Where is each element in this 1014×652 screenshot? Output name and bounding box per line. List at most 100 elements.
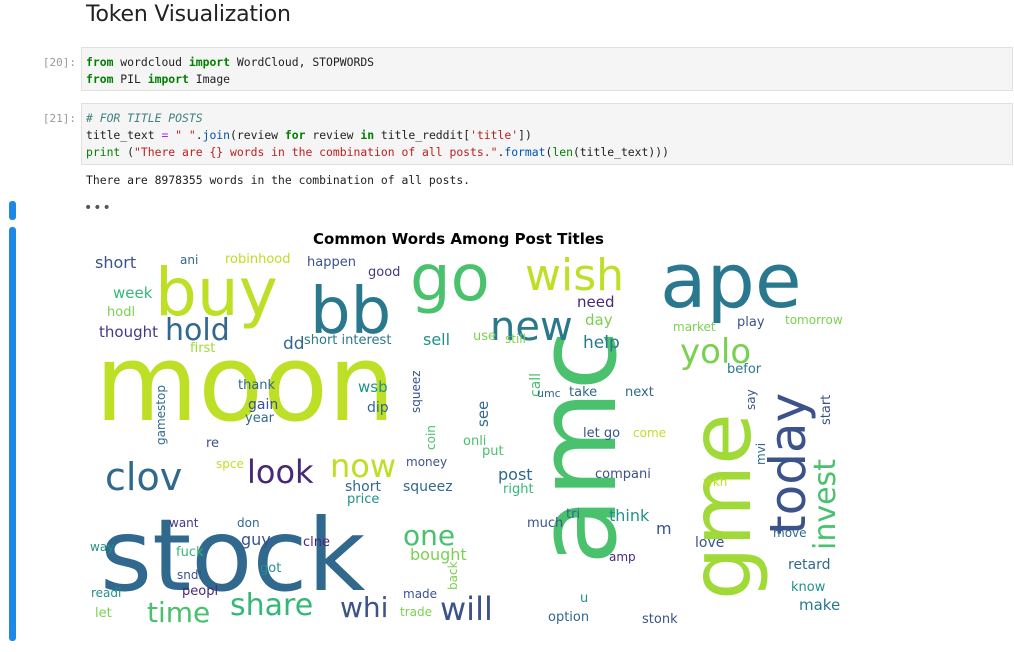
wordcloud-word-stonk: stonk <box>642 612 678 627</box>
wordcloud-word-yolo: yolo <box>680 332 751 372</box>
collapsed-output-ellipsis[interactable]: ••• <box>84 200 112 216</box>
wordcloud-word-squeez: squeez <box>403 479 453 495</box>
wordcloud-word-next: next <box>625 385 654 400</box>
output-collapser-1[interactable] <box>9 201 16 220</box>
wordcloud-word-market: market <box>673 320 716 334</box>
wordcloud-word-spce: spce <box>216 457 244 471</box>
wordcloud-word-gamestop: gamestop <box>154 385 168 445</box>
wordcloud-word-bb: bb <box>310 275 391 349</box>
code-cell-imports[interactable]: from wordcloud import WordCloud, STOPWOR… <box>81 47 1013 91</box>
wordcloud-word-mvi: mvi <box>754 443 768 465</box>
wordcloud-word-u: u <box>580 591 588 606</box>
wordcloud-word-will: will <box>440 590 493 628</box>
wordcloud-word-buy: buy <box>155 254 278 331</box>
wordcloud-word-money: money <box>406 455 447 469</box>
wordcloud-word-go: go <box>410 245 490 316</box>
wordcloud-word-peopl: peopl <box>182 584 218 599</box>
wordcloud-word-trade: trade <box>400 605 432 619</box>
wordcloud-word-call: call <box>528 373 544 397</box>
wordcloud-word-help: help <box>583 333 620 353</box>
wordcloud-word-clne: clne <box>303 535 330 550</box>
wordcloud-word-dip: dip <box>367 400 389 416</box>
output-collapser-2[interactable] <box>9 227 16 641</box>
wordcloud-word-make: make <box>799 596 840 614</box>
wordcloud-word-don: don <box>237 516 260 530</box>
wordcloud-word-say: say <box>744 389 758 410</box>
wordcloud-word-come: come <box>633 426 666 440</box>
wordcloud-word-move: move <box>773 526 807 540</box>
wordcloud-word-play: play <box>737 315 765 330</box>
wordcloud-word-way: way <box>90 540 114 554</box>
wordcloud-word-squeez: squeez <box>409 370 423 413</box>
wordcloud-word-gme: gme <box>672 413 770 600</box>
code-line: print ("There are {} words in the combin… <box>86 145 669 159</box>
wordcloud-word-re: re <box>206 436 219 451</box>
wordcloud-word-let-go: let go <box>583 426 620 441</box>
wordcloud-word-now: now <box>330 447 396 485</box>
wordcloud-word-umc: umc <box>537 387 561 400</box>
wordcloud-word-take: take <box>569 385 597 400</box>
wordcloud-word-ani: ani <box>180 253 198 267</box>
wordcloud-word-short-interest: short interest <box>304 333 391 348</box>
wordcloud-word-love: love <box>695 535 724 551</box>
wordcloud-word-thought: thought <box>99 323 158 341</box>
wordcloud-word-bought: bought <box>410 545 467 564</box>
wordcloud-word-sell: sell <box>423 330 450 349</box>
wordcloud-word-start: start <box>819 395 834 425</box>
wordcloud-word-moon: moon <box>95 322 395 445</box>
cell-prompt-20: [20]: <box>42 56 76 69</box>
wordcloud-word-onli: onli <box>463 434 486 449</box>
wordcloud-word-good: good <box>368 265 400 280</box>
wordcloud-word-got: got <box>260 561 281 576</box>
wordcloud-word-guy: guy <box>241 530 271 549</box>
wordcloud-word-robinhood: robinhood <box>225 252 291 267</box>
wordcloud-word-short: short <box>95 253 136 272</box>
wordcloud-word-post: post <box>498 465 533 484</box>
wordcloud-word-compani: compani <box>595 467 651 482</box>
wordcloud-word-clov: clov <box>105 455 182 499</box>
wordcloud-word-use: use <box>473 329 496 344</box>
wordcloud-word-first: first <box>190 341 215 356</box>
wordcloud-word-right: right <box>503 482 534 497</box>
wordcloud-word-amp: amp <box>609 550 636 564</box>
wordcloud-word-made: made <box>403 587 437 601</box>
wordcloud-word-want: want <box>169 516 199 530</box>
code-line: # FOR TITLE POSTS <box>86 111 203 125</box>
wordcloud-word-m: m <box>656 519 672 538</box>
wordcloud-word-thank: thank <box>238 378 276 393</box>
wordcloud-word-know: know <box>791 580 826 595</box>
wordcloud-word-need: need <box>577 293 615 311</box>
wordcloud-word-stock: stock <box>100 497 365 614</box>
wordcloud-word-one: one <box>403 519 455 552</box>
wordcloud-word-retard: retard <box>788 557 831 573</box>
wordcloud-word-let: let <box>95 606 112 621</box>
section-heading: Token Visualization <box>86 2 291 27</box>
wordcloud-word-tri: tri <box>566 507 580 522</box>
wordcloud-word-see: see <box>474 401 492 427</box>
wordcloud-word-invest: invest <box>808 459 843 550</box>
plot-title: Common Words Among Post Titles <box>313 230 604 248</box>
code-line: title_text = " ".join(review for review … <box>86 128 532 142</box>
wordcloud-word-befor: befor <box>727 362 762 377</box>
wordcloud-word-wish: wish <box>525 250 624 301</box>
code-cell-title-text[interactable]: # FOR TITLE POSTS title_text = " ".join(… <box>81 103 1013 165</box>
wordcloud-word-fuck: fuck <box>176 545 204 560</box>
wordcloud-word-readi: readi <box>91 586 121 600</box>
wordcloud-word-new: new <box>490 304 573 350</box>
wordcloud-word-back: back <box>446 561 460 590</box>
wordcloud-word-look: look <box>247 453 314 491</box>
wordcloud-word-hold: hold <box>165 313 230 348</box>
wordcloud-word-hodl: hodl <box>107 305 135 320</box>
wordcloud-word-sndl: sndl <box>177 568 202 582</box>
wordcloud-word-price: price <box>347 492 379 507</box>
wordcloud-word-still: still <box>505 332 526 346</box>
wordcloud-word-week: week <box>113 284 153 302</box>
wordcloud-word-gain: gain <box>248 397 278 413</box>
wordcloud-word-whi: whi <box>340 591 388 624</box>
wordcloud-word-happen: happen <box>307 255 356 270</box>
wordcloud-word-dd: dd <box>283 334 305 354</box>
wordcloud-word-coin: coin <box>424 425 438 450</box>
cell-output-text: There are 8978355 words in the combinati… <box>86 173 471 187</box>
wordcloud-word-year: year <box>245 411 275 426</box>
